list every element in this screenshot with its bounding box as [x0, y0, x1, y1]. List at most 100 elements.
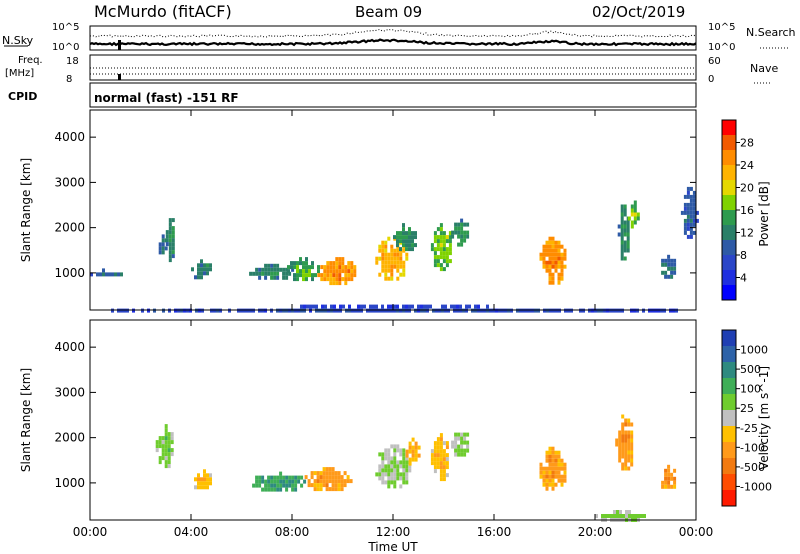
heatmap-cell: [445, 259, 449, 264]
heatmap-cell: [545, 478, 549, 483]
heatmap-cell: [378, 272, 382, 277]
heatmap-cell: [325, 467, 329, 472]
heatmap-cell: [454, 226, 458, 231]
heatmap-cell: [542, 478, 546, 483]
heatmap-cell: [627, 216, 631, 221]
heatmap-cell: [325, 483, 329, 488]
heatmap-cell: [332, 269, 336, 274]
heatmap-cell: [457, 444, 461, 449]
heatmap-cell: [621, 454, 625, 459]
heatmap-cell: [282, 475, 286, 480]
heatmap-cell: [402, 452, 406, 457]
heatmap-cell: [120, 308, 123, 313]
heatmap-cell: [600, 308, 603, 313]
heatmap-cell: [294, 479, 298, 484]
heatmap-cell: [411, 437, 415, 442]
heatmap-cell: [393, 452, 397, 457]
heatmap-cell: [554, 466, 558, 471]
heatmap-cell: [430, 449, 434, 454]
heatmap-cell: [279, 308, 282, 313]
heatmap-cell: [560, 264, 564, 269]
heatmap-cell: [411, 304, 414, 309]
heatmap-cell: [510, 308, 513, 313]
heatmap-cell: [454, 444, 458, 449]
heatmap-cell: [390, 304, 393, 309]
heatmap-cell: [457, 448, 461, 453]
heatmap-cell: [683, 210, 687, 215]
heatmap-cell: [167, 452, 171, 457]
heatmap-cell: [664, 274, 668, 279]
heatmap-cell: [162, 308, 165, 313]
heatmap-cell: [673, 476, 677, 481]
heatmap-cell: [624, 438, 628, 443]
x-tick-label: 00:00: [679, 525, 714, 539]
heatmap-cell: [203, 267, 206, 272]
heatmap-cell: [588, 308, 591, 313]
heatmap-cell: [630, 462, 634, 467]
heatmap-cell: [620, 232, 624, 237]
heatmap-cell: [570, 308, 573, 313]
heatmap-cell: [673, 270, 677, 275]
heatmap-cell: [667, 472, 671, 477]
heatmap-cell: [255, 483, 259, 488]
heatmap-cell: [542, 256, 546, 261]
heatmap-cell: [390, 476, 394, 481]
heatmap-cell: [439, 231, 443, 236]
heatmap-cell: [439, 235, 443, 240]
heatmap-cell: [287, 269, 290, 274]
heatmap-cell: [161, 456, 165, 461]
heatmap-cell: [661, 484, 665, 489]
heatmap-cell: [623, 248, 627, 253]
heatmap-cell: [414, 308, 417, 313]
heatmap-cell: [456, 304, 459, 309]
heatmap-cell: [624, 430, 628, 435]
heatmap-cell: [516, 308, 519, 313]
x-tick-label: 20:00: [578, 525, 613, 539]
heatmap-cell: [414, 231, 417, 236]
heatmap-cell: [634, 514, 637, 518]
heatmap-cell: [303, 479, 307, 484]
heatmap-cell: [689, 194, 693, 199]
heatmap-cell: [393, 468, 397, 473]
heatmap-cell: [399, 308, 402, 313]
heatmap-cell: [683, 202, 687, 207]
heatmap-cell: [334, 483, 338, 488]
heatmap-cell: [551, 276, 555, 281]
heatmap-cell: [445, 441, 449, 446]
colorbar-tick-label: -500: [740, 461, 765, 474]
heatmap-cell: [460, 452, 464, 457]
heatmap-cell: [203, 271, 206, 276]
heatmap-cell: [390, 272, 394, 277]
heatmap-cell: [557, 244, 561, 249]
heatmap-cell: [147, 308, 150, 313]
heatmap-cell: [545, 454, 549, 459]
heatmap-cell: [405, 247, 408, 252]
heatmap-cell: [399, 452, 403, 457]
heatmap-cell: [339, 304, 342, 309]
heatmap-cell: [197, 263, 200, 268]
heatmap-cell: [454, 432, 458, 437]
heatmap-cell: [387, 472, 391, 477]
heatmap-cell: [631, 514, 634, 518]
heatmap-cell: [348, 308, 351, 313]
heatmap-cell: [445, 255, 449, 260]
heatmap-cell: [381, 480, 385, 485]
heatmap-cell: [200, 259, 203, 264]
heatmap-cell: [448, 259, 452, 264]
heatmap-cell: [504, 308, 507, 313]
heatmap-cell: [669, 308, 672, 313]
heatmap-cell: [333, 308, 336, 313]
heatmap-cell: [393, 444, 397, 449]
noise-traces: [89, 28, 697, 50]
heatmap-cell: [457, 432, 461, 437]
x-tick-label: 00:00: [73, 525, 108, 539]
heatmap-cell: [633, 208, 637, 213]
heatmap-cell: [161, 444, 165, 449]
heatmap-cell: [102, 268, 105, 273]
heatmap-cell: [340, 487, 344, 492]
heatmap-cell: [321, 304, 324, 309]
heatmap-cell: [341, 277, 345, 282]
heatmap-cell: [554, 252, 558, 257]
heatmap-cell: [335, 269, 339, 274]
